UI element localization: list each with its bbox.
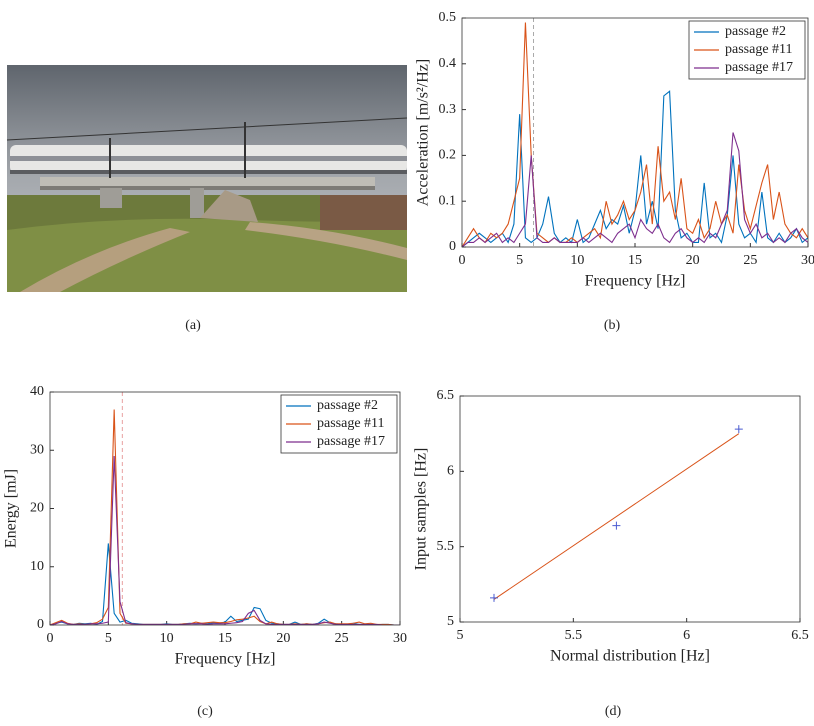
axes-box [459,395,801,623]
x-tick-label: 25 [743,253,757,268]
legend-label: passage #2 [317,398,378,413]
y-tick-label: 6.5 [437,388,455,403]
caption: (b) [604,318,621,333]
x-axis-label: Frequency [Hz] [175,651,276,668]
y-axis-label: Energy [mJ] [3,469,20,548]
caption: (a) [185,318,201,333]
x-tick-label: 5.5 [565,628,583,643]
y-tick-label: 30 [30,442,44,457]
x-tick-label: 15 [218,631,232,646]
legend-label: passage #17 [725,60,793,75]
x-tick-label: 15 [628,253,642,268]
x-tick-label: 10 [570,253,584,268]
x-axis-label: Normal distribution [Hz] [550,648,710,665]
y-tick-label: 0.3 [439,102,457,117]
y-tick-label: 0.4 [439,56,457,71]
fit-line [493,433,740,600]
y-tick-label: 0.5 [439,10,457,25]
series-line [462,22,808,247]
y-axis-label: Acceleration [m/s²/Hz] [415,59,432,206]
caption: (c) [197,704,213,719]
x-tick-label: 6 [683,628,690,643]
caption: (d) [605,704,622,719]
x-tick-label: 20 [276,631,290,646]
y-tick-label: 5 [447,614,454,629]
x-tick-label: 6.5 [791,628,809,643]
series-line [50,543,400,625]
y-tick-label: 0 [37,617,44,632]
y-tick-label: 10 [30,559,44,574]
y-tick-label: 5.5 [437,539,455,554]
x-tick-label: 20 [686,253,700,268]
axes-box [461,17,809,248]
legend-label: passage #2 [725,24,786,39]
x-tick-label: 5 [105,631,112,646]
x-axis-label: Frequency [Hz] [585,273,686,290]
axes-box [49,391,401,626]
x-tick-label: 25 [335,631,349,646]
x-tick-label: 5 [516,253,523,268]
legend-label: passage #11 [317,416,385,431]
x-tick-label: 30 [801,253,814,268]
series-line [462,132,808,247]
x-tick-label: 5 [457,628,464,643]
y-tick-label: 0.1 [439,193,457,208]
y-tick-label: 0 [449,239,456,254]
photo [6,65,408,292]
x-tick-label: 0 [47,631,54,646]
legend-label: passage #11 [725,42,793,57]
x-tick-label: 30 [393,631,407,646]
y-tick-label: 0.2 [439,148,457,163]
y-tick-label: 20 [30,501,44,516]
y-axis-label: Input samples [Hz] [413,448,430,571]
series-line [50,456,400,625]
x-tick-label: 0 [459,253,466,268]
point [490,593,498,602]
y-tick-label: 6 [447,464,454,479]
y-tick-label: 40 [30,384,44,399]
point [734,425,743,434]
legend-label: passage #17 [317,434,385,449]
x-tick-label: 10 [160,631,174,646]
point [612,521,621,530]
